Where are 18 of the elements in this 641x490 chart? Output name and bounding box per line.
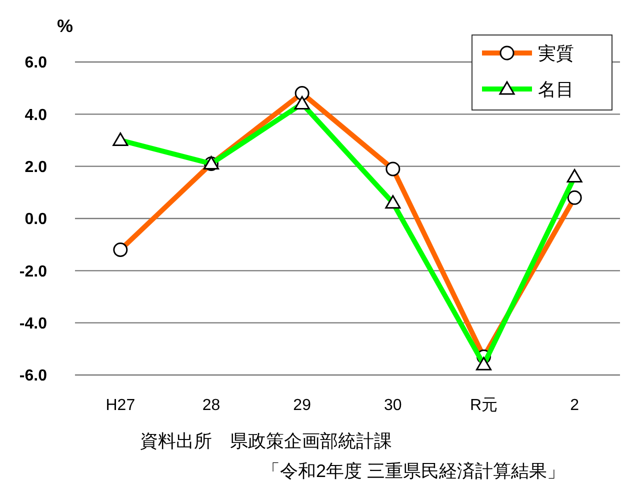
text: 資料出所 県政策企画部統計課	[140, 431, 392, 451]
x-tick-label: 29	[293, 397, 312, 414]
text: 「令和2年度 三重県民経済計算結果」	[262, 461, 566, 481]
legend-label: 名目	[538, 79, 574, 100]
y-tick-label: -2.0	[19, 263, 48, 280]
legend-label: 実質	[538, 43, 574, 64]
x-tick-label: R元	[470, 397, 498, 414]
y-tick-label: 6.0	[24, 54, 48, 72]
x-tick-label: 28	[202, 397, 220, 414]
x-tick-label: 30	[384, 397, 402, 414]
y-tick-label: -4.0	[19, 315, 48, 332]
y-axis-title: %	[56, 16, 74, 36]
y-tick-label: -6.0	[19, 368, 48, 385]
x-tick-label: 2	[570, 397, 580, 414]
y-tick-label: 0.0	[24, 211, 48, 228]
y-tick-label: 2.0	[24, 158, 48, 176]
x-tick-label: H27	[106, 397, 136, 414]
y-tick-label: 4.0	[24, 106, 48, 124]
